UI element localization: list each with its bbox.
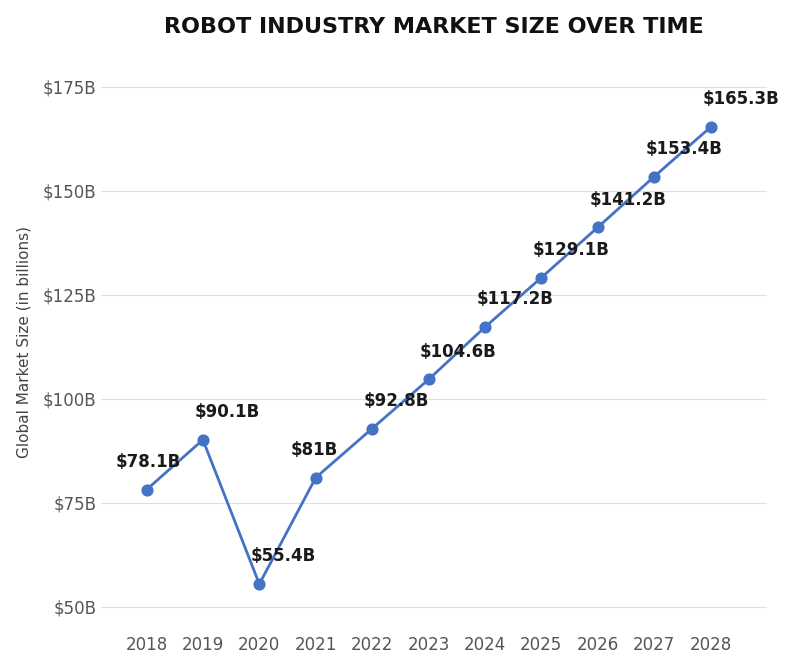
Point	[366, 423, 378, 434]
Title: ROBOT INDUSTRY MARKET SIZE OVER TIME: ROBOT INDUSTRY MARKET SIZE OVER TIME	[164, 17, 704, 37]
Y-axis label: Global Market Size (in billions): Global Market Size (in billions)	[17, 227, 32, 458]
Text: $81B: $81B	[290, 441, 338, 459]
Point	[422, 374, 435, 385]
Point	[253, 578, 266, 589]
Point	[140, 484, 153, 495]
Text: $153.4B: $153.4B	[646, 140, 722, 158]
Text: $55.4B: $55.4B	[251, 548, 316, 566]
Point	[310, 472, 322, 483]
Point	[478, 321, 491, 332]
Text: $92.8B: $92.8B	[364, 392, 429, 410]
Text: $165.3B: $165.3B	[702, 91, 779, 109]
Point	[648, 171, 661, 182]
Text: $129.1B: $129.1B	[533, 241, 610, 259]
Text: $141.2B: $141.2B	[590, 191, 666, 209]
Text: $78.1B: $78.1B	[115, 453, 181, 471]
Point	[197, 434, 210, 445]
Point	[535, 272, 548, 283]
Point	[591, 222, 604, 233]
Point	[704, 121, 717, 132]
Text: $90.1B: $90.1B	[194, 403, 260, 421]
Text: $117.2B: $117.2B	[477, 291, 554, 309]
Text: $104.6B: $104.6B	[420, 343, 497, 361]
